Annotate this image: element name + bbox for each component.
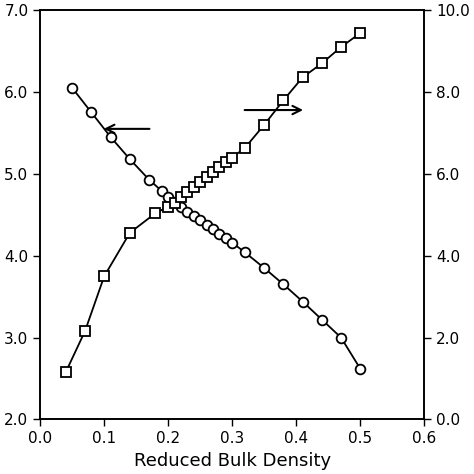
X-axis label: Reduced Bulk Density: Reduced Bulk Density — [134, 452, 331, 470]
